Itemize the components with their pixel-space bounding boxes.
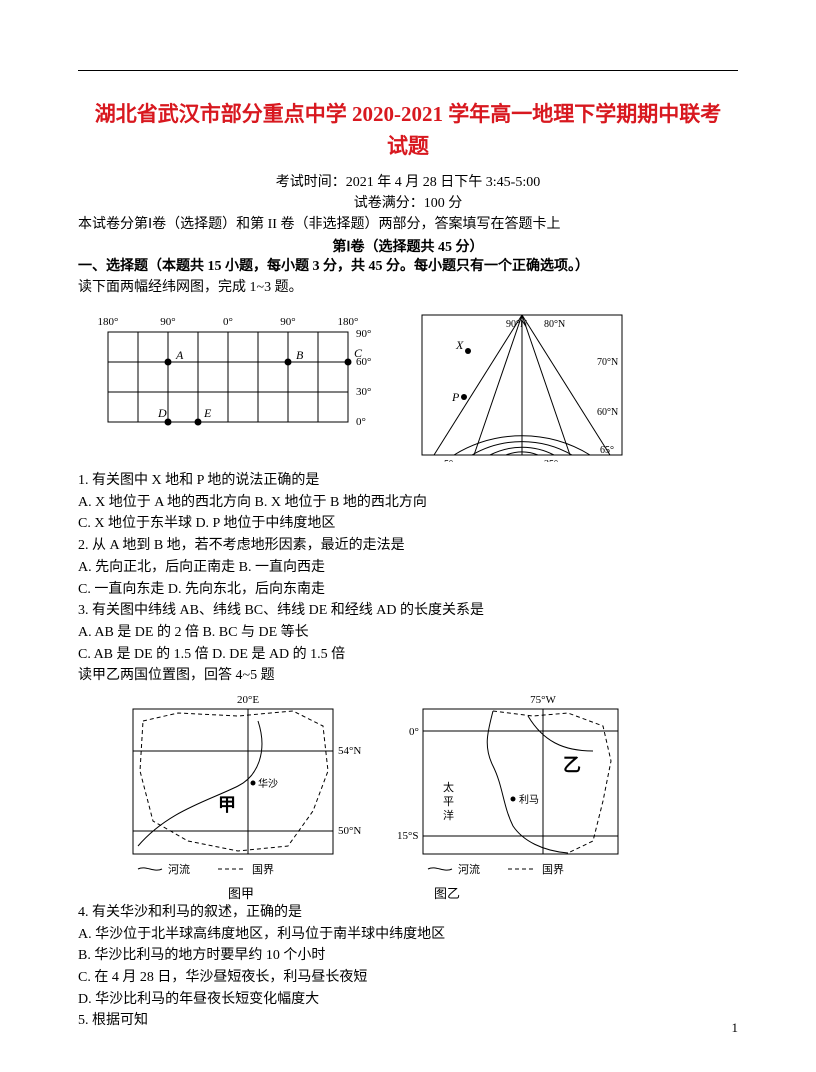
figure-polar-map: 90°N 80°N 70°N 60°N 65° 5° 35° X P [414, 307, 644, 462]
yi-ocean-1: 太 [443, 781, 454, 794]
q2: 2. 从 A 地到 B 地，若不考虑地形因素，最近的走法是 [78, 535, 738, 557]
intro-q4-5: 读甲乙两国位置图，回答 4~5 题 [78, 665, 738, 687]
lon-90b: 90° [280, 316, 295, 328]
pl-60n: 60°N [597, 407, 618, 418]
yi-leg-river: 河流 [458, 862, 480, 876]
pt-C: C [354, 346, 363, 360]
q3b: C. AB 是 DE 的 1.5 倍 D. DE 是 AD 的 1.5 倍 [78, 644, 738, 666]
q3a: A. AB 是 DE 的 2 倍 B. BC 与 DE 等长 [78, 622, 738, 644]
pl-90n: 90°N [506, 319, 527, 330]
pt-B: B [296, 348, 304, 362]
lat-90: 90° [356, 328, 371, 340]
yi-top: 75°W [530, 694, 556, 706]
q2a: A. 先向正北，后向正南走 B. 一直向西走 [78, 557, 738, 579]
jia-leg-border: 国界 [252, 863, 274, 876]
jia-54n: 54°N [338, 745, 361, 757]
lon-180b: 180° [338, 316, 359, 328]
q3: 3. 有关图中纬线 AB、纬线 BC、纬线 DE 和经线 AD 的长度关系是 [78, 600, 738, 622]
lat-0: 0° [356, 416, 366, 428]
yi-15s: 15°S [397, 830, 419, 842]
lon-180: 180° [98, 316, 119, 328]
q4a: A. 华沙位于北半球高纬度地区，利马位于南半球中纬度地区 [78, 924, 738, 946]
section1-heading: 一、选择题（本题共 15 小题，每小题 3 分，共 45 分。每小题只有一个正确… [78, 256, 738, 278]
q5: 5. 根据可知 [78, 1010, 738, 1032]
full-marks: 试卷满分：100 分 [78, 193, 738, 214]
pl-65: 65° [600, 445, 614, 456]
title-line-2: 试题 [387, 134, 429, 158]
q4b: B. 华沙比利马的地方时要早约 10 个小时 [78, 945, 738, 967]
lat-30: 30° [356, 386, 371, 398]
jia-label: 甲 [218, 795, 236, 815]
yi-leg-border: 国界 [542, 863, 564, 876]
figure-map-yi: 75°W 0° 15°S 利马 乙 太 平 洋 河 [393, 691, 638, 881]
lon-0: 0° [223, 316, 233, 328]
yi-ocean-3: 洋 [443, 808, 454, 822]
figure-row-2: 20°E 54°N 50°N 华沙 甲 河流 国界 [118, 691, 738, 881]
caption-row: 图甲 图乙 [228, 883, 738, 902]
jia-top: 20°E [237, 694, 259, 706]
pl-5: 5° [444, 459, 453, 462]
pt-D: D [157, 406, 167, 420]
q4c: C. 在 4 月 28 日，华沙昼短夜长，利马昼长夜短 [78, 967, 738, 989]
lon-90: 90° [160, 316, 175, 328]
pt-A: A [175, 348, 184, 362]
jia-50n: 50°N [338, 825, 361, 837]
top-rule [78, 70, 738, 71]
caption-jia: 图甲 [228, 883, 254, 902]
q1b: C. X 地位于东半球 D. P 地位于中纬度地区 [78, 513, 738, 535]
caption-yi: 图乙 [434, 883, 460, 902]
q4: 4. 有关华沙和利马的叙述，正确的是 [78, 902, 738, 924]
pt-E: E [203, 406, 212, 420]
pl-80n: 80°N [544, 319, 565, 330]
pl-70n: 70°N [597, 357, 618, 368]
part1-label: 第Ⅰ卷（选择题共 45 分） [78, 236, 738, 256]
exam-title: 湖北省武汉市部分重点中学 2020-2021 学年高一地理下学期期中联考 试题 [78, 99, 738, 162]
jia-city: 华沙 [258, 777, 278, 790]
yi-label: 乙 [563, 755, 581, 775]
exam-time: 考试时间：2021 年 4 月 28 日下午 3:45-5:00 [78, 172, 738, 193]
yi-ocean-2: 平 [443, 796, 454, 808]
figure-grid-map: 180° 90° 0° 90° 180° 90° 60° 30° 0° A B … [78, 307, 388, 437]
figure-map-jia: 20°E 54°N 50°N 华沙 甲 河流 国界 [118, 691, 363, 881]
pt-X: X [455, 338, 464, 352]
jia-leg-river: 河流 [168, 862, 190, 876]
figure-row-1: 180° 90° 0° 90° 180° 90° 60° 30° 0° A B … [78, 307, 738, 462]
title-line-1: 湖北省武汉市部分重点中学 2020-2021 学年高一地理下学期期中联考 [95, 102, 722, 126]
pt-P: P [451, 390, 460, 404]
yi-0: 0° [409, 726, 419, 738]
q2b: C. 一直向东走 D. 先向东北，后向东南走 [78, 579, 738, 601]
exam-page: 湖北省武汉市部分重点中学 2020-2021 学年高一地理下学期期中联考 试题 … [0, 0, 816, 1072]
page-number: 1 [732, 1020, 739, 1036]
yi-city: 利马 [519, 794, 539, 806]
pl-35: 35° [544, 459, 558, 462]
q4d: D. 华沙比利马的年昼夜长短变化幅度大 [78, 989, 738, 1011]
intro-q1-3: 读下面两幅经纬网图，完成 1~3 题。 [78, 277, 738, 299]
q1: 1. 有关图中 X 地和 P 地的说法正确的是 [78, 470, 738, 492]
structure-note: 本试卷分第Ⅰ卷（选择题）和第 II 卷（非选择题）两部分，答案填写在答题卡上 [78, 214, 738, 236]
q1a: A. X 地位于 A 地的西北方向 B. X 地位于 B 地的西北方向 [78, 492, 738, 514]
